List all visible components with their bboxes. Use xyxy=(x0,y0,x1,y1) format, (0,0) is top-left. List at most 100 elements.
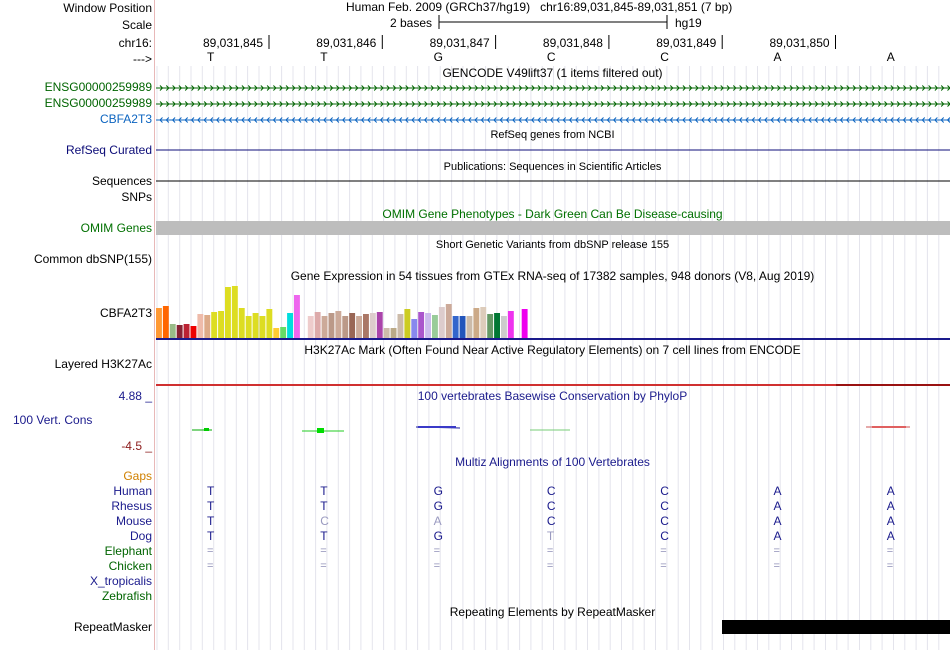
gtex-bar xyxy=(190,326,197,338)
species-label[interactable]: Mouse xyxy=(115,514,152,528)
publications-title[interactable]: Publications: Sequences in Scientific Ar… xyxy=(443,161,662,173)
gencode-track-label-1[interactable]: ENSG00000259989 xyxy=(44,80,152,94)
gtex-bar xyxy=(335,311,342,338)
alignment-base: = xyxy=(773,560,780,572)
phylop-title[interactable]: 100 vertebrates Basewise Conservation by… xyxy=(417,389,688,403)
gencode-track-label-2[interactable]: ENSG00000259989 xyxy=(44,96,152,110)
gtex-bar xyxy=(397,314,404,338)
coordinate-label: 89,031,846 xyxy=(316,36,377,50)
species-label[interactable]: Human xyxy=(113,484,152,498)
alignment-base: C xyxy=(546,499,556,513)
gtex-bar xyxy=(231,286,238,338)
alignment-base: = xyxy=(207,545,214,557)
omim-title[interactable]: OMIM Gene Phenotypes - Dark Green Can Be… xyxy=(382,207,723,221)
phylop-mark xyxy=(204,428,209,431)
gtex-title[interactable]: Gene Expression in 54 tissues from GTEx … xyxy=(290,269,815,283)
reference-base: T xyxy=(207,50,215,64)
publications-label[interactable]: Sequences xyxy=(91,174,152,188)
repeatmasker-title[interactable]: Repeating Elements by RepeatMasker xyxy=(449,605,656,619)
alignment-base: = xyxy=(207,560,214,572)
refseq-label[interactable]: RefSeq Curated xyxy=(65,143,152,157)
alignment-base: T xyxy=(207,529,215,543)
alignment-base: = xyxy=(886,560,894,572)
alignment-base: A xyxy=(773,514,782,528)
coordinate-label: 89,031,850 xyxy=(769,36,830,50)
coordinate-ticks xyxy=(268,35,836,49)
gtex-bar xyxy=(252,313,259,338)
gtex-bar xyxy=(156,308,162,338)
alignment-base: T xyxy=(207,499,215,513)
gtex-bar xyxy=(445,304,452,338)
gtex-bar xyxy=(473,308,480,338)
gtex-bar xyxy=(383,328,390,338)
gtex-bar xyxy=(507,311,514,338)
repeatmasker-label[interactable]: RepeatMasker xyxy=(73,620,152,634)
phylop-mark xyxy=(872,426,906,428)
scale-text: 2 bases xyxy=(390,16,433,30)
species-label[interactable]: Elephant xyxy=(104,544,152,558)
dbsnp-title[interactable]: Short Genetic Variants from dbSNP releas… xyxy=(435,239,670,251)
gtex-bar xyxy=(480,307,487,338)
species-label[interactable]: X_tropicalis xyxy=(89,574,152,588)
repeatmasker-block xyxy=(722,620,950,634)
scale-bar xyxy=(438,15,668,29)
gtex-bar xyxy=(259,316,266,338)
alignment-base: = xyxy=(320,545,327,557)
alignment-base: A xyxy=(886,499,895,513)
gtex-bar xyxy=(356,316,362,338)
gtex-bar xyxy=(238,308,245,338)
alignment-base: T xyxy=(207,514,215,528)
gtex-bar xyxy=(390,328,397,338)
multiz-title[interactable]: Multiz Alignments of 100 Vertebrates xyxy=(455,455,650,469)
gtex-bar xyxy=(328,313,335,338)
coordinate-label: 89,031,845 xyxy=(203,36,264,50)
gtex-bar xyxy=(183,324,190,338)
alignment-base: A xyxy=(886,514,895,528)
alignment-base: C xyxy=(660,514,669,528)
alignment-base: = xyxy=(660,545,667,557)
species-label[interactable]: Dog xyxy=(129,529,152,543)
gtex-bar xyxy=(204,315,211,338)
gtex-bar xyxy=(218,311,224,338)
gencode-track-label-3[interactable]: CBFA2T3 xyxy=(99,112,152,126)
h3k27ac-label[interactable]: Layered H3K27Ac xyxy=(54,357,152,371)
reference-base: G xyxy=(433,50,443,64)
gtex-bar xyxy=(432,315,438,338)
gtex-label[interactable]: CBFA2T3 xyxy=(99,306,152,320)
alignment-base: A xyxy=(773,529,782,543)
alignment-base: = xyxy=(433,560,441,572)
alignment-base: C xyxy=(660,499,669,513)
h3k27ac-title[interactable]: H3K27Ac Mark (Often Found Near Active Re… xyxy=(304,343,801,357)
chrom-label: chr16: xyxy=(118,36,152,50)
species-label[interactable]: Rhesus xyxy=(111,499,152,513)
alignment-base: A xyxy=(886,484,895,498)
coordinate-label: 89,031,847 xyxy=(429,36,490,50)
gtex-bar xyxy=(459,316,466,338)
alignment-base: T xyxy=(320,529,328,543)
gtex-bar xyxy=(273,328,280,338)
alignment-base: C xyxy=(546,484,556,498)
gtex-bar xyxy=(418,312,425,338)
refseq-title[interactable]: RefSeq genes from NCBI xyxy=(490,129,615,141)
snps-label[interactable]: SNPs xyxy=(121,190,152,204)
alignment-base: = xyxy=(320,560,327,572)
gtex-bar xyxy=(342,316,349,338)
alignment-base: G xyxy=(433,484,443,498)
species-label[interactable]: Chicken xyxy=(108,559,152,573)
gencode-title[interactable]: GENCODE V49lift37 (1 items filtered out) xyxy=(442,66,663,80)
base-gridlines xyxy=(156,66,940,650)
alignment-base: T xyxy=(546,529,555,543)
alignment-base: = xyxy=(773,545,780,557)
gtex-bar xyxy=(466,316,473,338)
gtex-bar xyxy=(404,309,411,338)
omim-label[interactable]: OMIM Genes xyxy=(80,221,152,235)
species-label[interactable]: Zebrafish xyxy=(101,589,152,603)
gaps-label[interactable]: Gaps xyxy=(123,469,152,483)
reference-base: C xyxy=(660,50,669,64)
phylop-label[interactable]: 100 Vert. Cons xyxy=(13,413,93,427)
dbsnp-label[interactable]: Common dbSNP(155) xyxy=(33,252,152,266)
coordinate-label: 89,031,848 xyxy=(542,36,603,50)
gtex-bar-chart xyxy=(156,286,528,338)
